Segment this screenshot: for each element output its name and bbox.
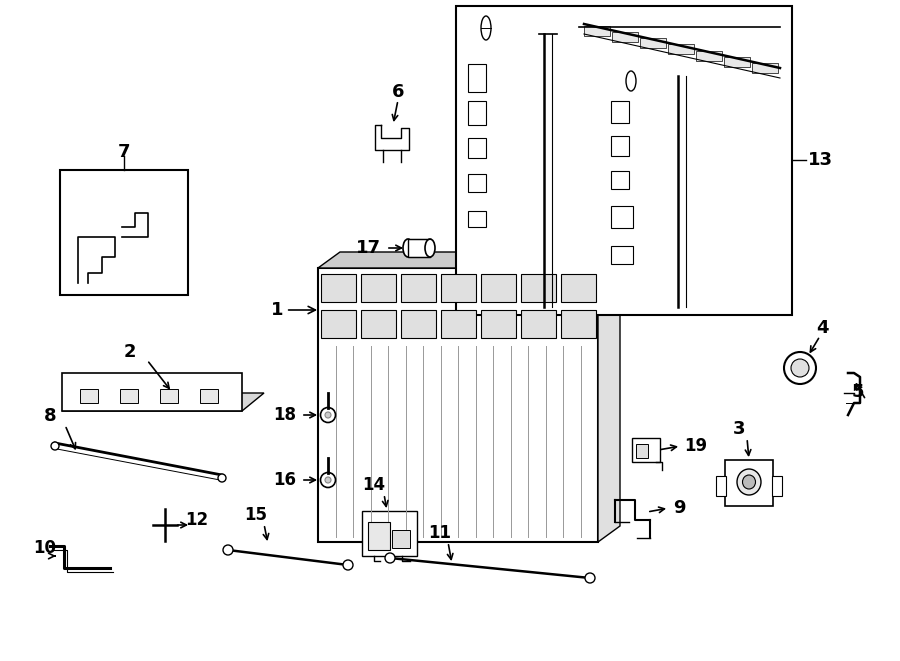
Ellipse shape bbox=[425, 239, 435, 257]
Bar bbox=[60, 170, 188, 295]
Bar bbox=[468, 174, 486, 192]
Bar bbox=[612, 32, 638, 42]
Ellipse shape bbox=[343, 560, 353, 570]
Ellipse shape bbox=[223, 545, 233, 555]
Ellipse shape bbox=[784, 352, 816, 384]
Bar bbox=[521, 310, 556, 338]
Bar bbox=[362, 511, 417, 556]
Bar bbox=[561, 274, 596, 302]
Text: 18: 18 bbox=[273, 406, 296, 424]
Text: 9: 9 bbox=[673, 499, 686, 517]
Bar bbox=[636, 444, 648, 458]
Bar bbox=[368, 522, 390, 550]
Ellipse shape bbox=[325, 412, 331, 418]
Text: 12: 12 bbox=[185, 511, 208, 529]
Bar bbox=[441, 274, 476, 302]
Ellipse shape bbox=[325, 477, 331, 483]
Ellipse shape bbox=[385, 553, 395, 563]
Bar bbox=[456, 6, 792, 315]
Bar bbox=[160, 389, 178, 403]
Ellipse shape bbox=[403, 239, 413, 257]
Ellipse shape bbox=[626, 71, 636, 91]
Text: 14: 14 bbox=[363, 476, 385, 494]
Bar bbox=[468, 64, 486, 92]
Polygon shape bbox=[318, 252, 620, 268]
Ellipse shape bbox=[320, 407, 336, 422]
Bar bbox=[481, 274, 516, 302]
Bar bbox=[321, 274, 356, 302]
Bar bbox=[408, 239, 430, 257]
Text: 11: 11 bbox=[428, 524, 452, 542]
Polygon shape bbox=[598, 252, 620, 542]
Ellipse shape bbox=[218, 474, 226, 482]
Text: 3: 3 bbox=[733, 420, 745, 438]
Ellipse shape bbox=[320, 473, 336, 488]
Bar bbox=[611, 171, 629, 189]
Bar bbox=[611, 246, 633, 264]
Bar bbox=[716, 476, 726, 496]
Text: 5: 5 bbox=[851, 383, 864, 401]
Text: 7: 7 bbox=[118, 143, 130, 161]
Text: 1: 1 bbox=[271, 301, 315, 319]
Ellipse shape bbox=[51, 442, 59, 450]
Bar bbox=[441, 310, 476, 338]
Bar bbox=[584, 26, 610, 36]
Bar bbox=[752, 63, 778, 73]
Bar bbox=[611, 101, 629, 123]
Bar bbox=[521, 274, 556, 302]
Bar bbox=[468, 101, 486, 125]
Ellipse shape bbox=[481, 16, 491, 40]
Bar bbox=[80, 389, 98, 403]
Text: 2: 2 bbox=[124, 343, 136, 361]
Bar bbox=[611, 206, 633, 228]
Bar bbox=[200, 389, 218, 403]
Bar bbox=[318, 268, 598, 542]
Bar bbox=[361, 310, 396, 338]
Bar bbox=[696, 51, 722, 61]
Bar bbox=[120, 389, 138, 403]
Bar bbox=[611, 136, 629, 156]
Bar bbox=[640, 38, 666, 48]
Bar bbox=[401, 274, 436, 302]
Text: 19: 19 bbox=[684, 437, 707, 455]
Text: 17: 17 bbox=[356, 239, 381, 257]
Text: 16: 16 bbox=[273, 471, 296, 489]
Bar bbox=[632, 438, 660, 462]
Text: 4: 4 bbox=[815, 319, 828, 337]
Bar bbox=[724, 57, 750, 67]
Ellipse shape bbox=[585, 573, 595, 583]
Bar bbox=[561, 310, 596, 338]
Polygon shape bbox=[62, 373, 242, 411]
Text: 6: 6 bbox=[392, 83, 404, 101]
Bar bbox=[361, 274, 396, 302]
Text: 10: 10 bbox=[33, 539, 57, 557]
Bar bbox=[725, 460, 773, 506]
Bar bbox=[468, 138, 486, 158]
Ellipse shape bbox=[791, 359, 809, 377]
Bar bbox=[401, 310, 436, 338]
Text: 8: 8 bbox=[44, 407, 57, 425]
Bar bbox=[468, 211, 486, 227]
Bar bbox=[668, 44, 694, 54]
Polygon shape bbox=[62, 393, 264, 411]
Bar bbox=[481, 310, 516, 338]
Bar bbox=[392, 530, 410, 548]
Text: 13: 13 bbox=[808, 151, 833, 169]
Text: 15: 15 bbox=[245, 506, 267, 524]
Bar bbox=[321, 310, 356, 338]
Bar bbox=[772, 476, 782, 496]
Ellipse shape bbox=[737, 469, 761, 495]
Ellipse shape bbox=[742, 475, 755, 489]
